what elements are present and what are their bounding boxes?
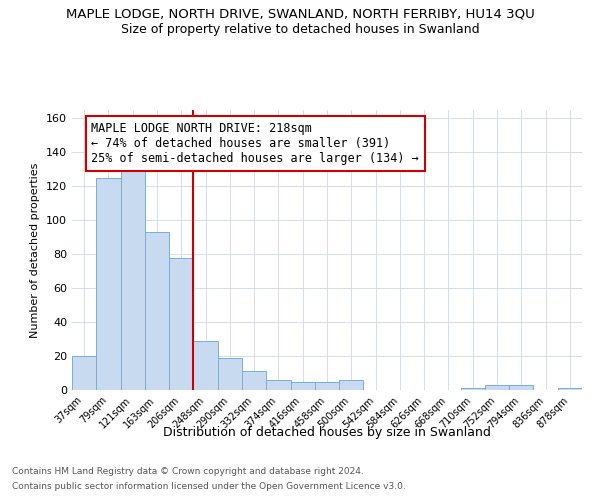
- Bar: [558, 388, 582, 390]
- Text: Distribution of detached houses by size in Swanland: Distribution of detached houses by size …: [163, 426, 491, 439]
- Text: MAPLE LODGE NORTH DRIVE: 218sqm
← 74% of detached houses are smaller (391)
25% o: MAPLE LODGE NORTH DRIVE: 218sqm ← 74% of…: [91, 122, 419, 165]
- Bar: [145, 232, 169, 390]
- Bar: [485, 385, 509, 390]
- Bar: [266, 380, 290, 390]
- Text: Contains public sector information licensed under the Open Government Licence v3: Contains public sector information licen…: [12, 482, 406, 491]
- Bar: [461, 388, 485, 390]
- Bar: [72, 356, 96, 390]
- Bar: [315, 382, 339, 390]
- Bar: [121, 164, 145, 390]
- Bar: [509, 385, 533, 390]
- Bar: [96, 178, 121, 390]
- Text: MAPLE LODGE, NORTH DRIVE, SWANLAND, NORTH FERRIBY, HU14 3QU: MAPLE LODGE, NORTH DRIVE, SWANLAND, NORT…: [65, 8, 535, 20]
- Bar: [242, 372, 266, 390]
- Bar: [218, 358, 242, 390]
- Bar: [339, 380, 364, 390]
- Bar: [169, 258, 193, 390]
- Bar: [193, 341, 218, 390]
- Bar: [290, 382, 315, 390]
- Y-axis label: Number of detached properties: Number of detached properties: [31, 162, 40, 338]
- Text: Contains HM Land Registry data © Crown copyright and database right 2024.: Contains HM Land Registry data © Crown c…: [12, 467, 364, 476]
- Text: Size of property relative to detached houses in Swanland: Size of property relative to detached ho…: [121, 22, 479, 36]
